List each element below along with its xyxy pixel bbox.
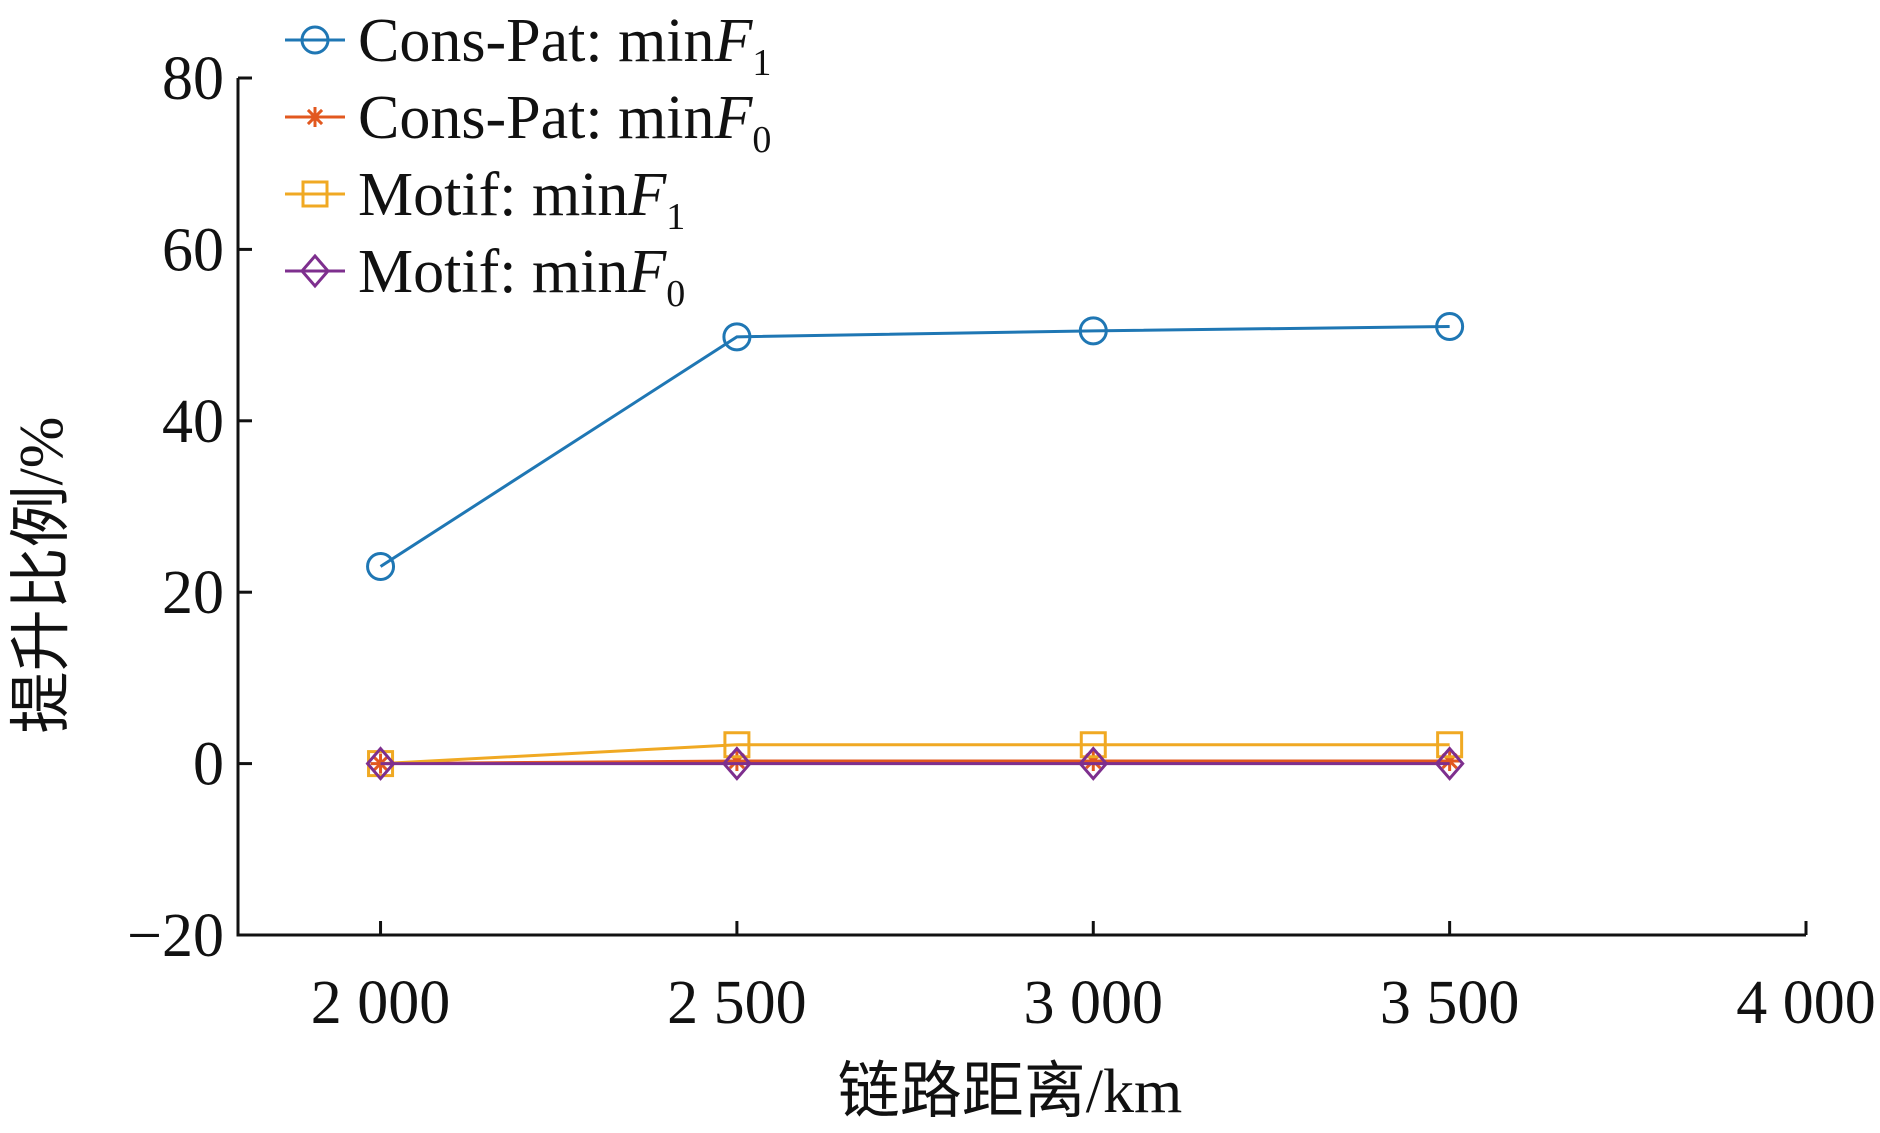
series-2 xyxy=(367,731,1464,778)
square-marker xyxy=(301,180,329,208)
x-tick-label: 3 500 xyxy=(1380,969,1520,1037)
legend-label: Cons-Pat: minF0 xyxy=(358,84,771,161)
asterisk-marker xyxy=(305,107,325,127)
diamond-marker xyxy=(1078,746,1109,781)
square-marker xyxy=(1436,731,1464,759)
y-tick-label: 80 xyxy=(162,45,224,113)
circle-marker xyxy=(300,25,330,55)
y-tick-label: 60 xyxy=(162,216,224,284)
circle-marker xyxy=(1078,316,1108,346)
y-tick-label: −20 xyxy=(127,902,224,970)
diamond-marker xyxy=(365,746,396,781)
legend-entry: Motif: minF1 xyxy=(285,161,685,238)
series-0 xyxy=(366,312,1465,581)
circle-marker xyxy=(1435,312,1465,342)
diamond-marker xyxy=(300,253,330,289)
circle-marker xyxy=(722,322,752,352)
x-axis-ticks: 2 000 2 500 3 000 3 500 4 000 xyxy=(311,921,1876,1037)
asterisk-marker xyxy=(726,751,747,772)
series-line xyxy=(380,743,1450,766)
y-tick-label: 0 xyxy=(193,731,224,799)
legend-entry: Cons-Pat: minF0 xyxy=(285,84,771,161)
y-axis-ticks: −20 0 20 40 60 80 xyxy=(127,45,252,970)
series-line xyxy=(379,325,1450,568)
series-3 xyxy=(365,746,1465,781)
circle-marker xyxy=(366,551,396,581)
x-tick-label: 4 000 xyxy=(1736,969,1876,1037)
y-tick-label: 40 xyxy=(162,388,224,456)
square-marker xyxy=(1079,731,1107,759)
diamond-marker xyxy=(1434,746,1465,781)
legend-label: Cons-Pat: minF1 xyxy=(358,7,771,84)
diamond-marker xyxy=(721,746,752,781)
legend-entry: Cons-Pat: minF1 xyxy=(285,7,771,84)
legend-label: Motif: minF1 xyxy=(358,161,685,238)
x-tick-label: 2 000 xyxy=(311,969,451,1037)
asterisk-marker xyxy=(1083,751,1104,772)
asterisk-stroke xyxy=(306,108,324,126)
x-axis-title: 链路距离/km xyxy=(838,1058,1182,1126)
legend-entry: Motif: minF0 xyxy=(285,238,685,315)
asterisk-marker xyxy=(1439,751,1460,772)
legend-label: Motif: minF0 xyxy=(358,238,685,315)
series-layer xyxy=(365,312,1465,781)
square-marker xyxy=(723,731,751,759)
x-tick-label: 3 000 xyxy=(1024,969,1164,1037)
y-tick-label: 20 xyxy=(162,559,224,627)
x-tick-label: 2 500 xyxy=(667,969,807,1037)
y-axis-title: 提升比例/% xyxy=(8,417,76,734)
